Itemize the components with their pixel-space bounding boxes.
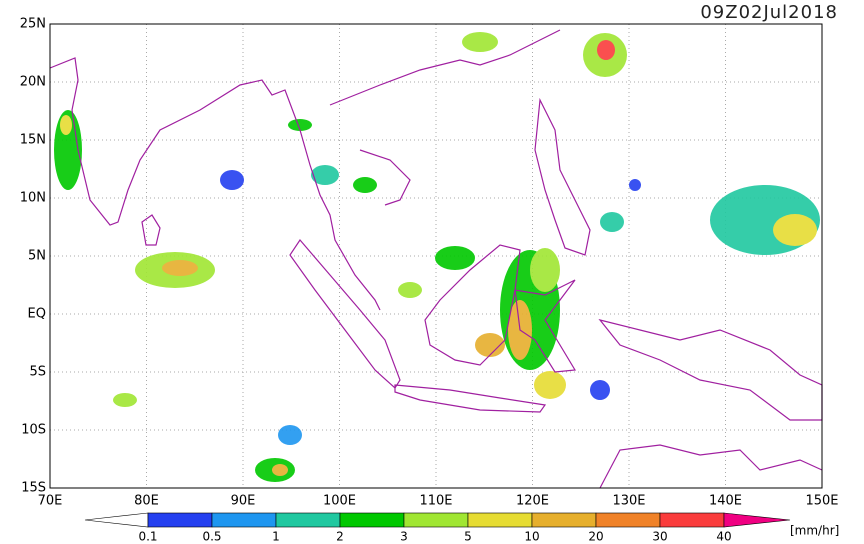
lon-label: 80E [134, 494, 159, 509]
lat-label: 25N [20, 17, 46, 32]
colorbar-box [211, 512, 277, 528]
colorbar-label: 5 [464, 530, 472, 544]
precipitation [54, 32, 820, 482]
colorbar-label: 2 [336, 530, 344, 544]
colorbar-box [403, 512, 469, 528]
lat-label: EQ [28, 307, 46, 322]
lon-label: 100E [323, 494, 356, 509]
lat-label: 10N [20, 191, 46, 206]
lat-label: 20N [20, 75, 46, 90]
lon-label: 70E [38, 494, 63, 509]
colorbar-box [275, 512, 341, 528]
colorbar-box [659, 512, 725, 528]
lat-label: 15N [20, 133, 46, 148]
colorbar: 0.1 0.5 1 2 3 5 10 20 30 40 [84, 512, 791, 544]
lon-label: 110E [419, 494, 452, 509]
colorbar-arrow [84, 512, 149, 528]
axis-labels: 70E 80E 90E 100E 110E 120E 130E 140E 150E 25N 20N 1… [20, 17, 839, 509]
colorbar-arrow [723, 512, 791, 528]
lat-label: 10S [21, 423, 46, 438]
colorbar-label: 20 [588, 530, 603, 544]
lon-label: 120E [516, 494, 549, 509]
map-title: 09Z02Jul2018 [700, 2, 838, 23]
lat-label: 5S [29, 365, 46, 380]
lon-label: 90E [231, 494, 256, 509]
colorbar-label: 0.1 [138, 530, 157, 544]
colorbar-label: 3 [400, 530, 408, 544]
lon-label: 130E [612, 494, 645, 509]
colorbar-label: 40 [716, 530, 731, 544]
colorbar-box [339, 512, 405, 528]
colorbar-label: 1 [272, 530, 280, 544]
lon-label: 150E [805, 494, 838, 509]
colorbar-box [147, 512, 213, 528]
colorbar-box [595, 512, 661, 528]
lat-label: 5N [28, 249, 46, 264]
map-frame [49, 23, 823, 489]
colorbar-box [467, 512, 533, 528]
colorbar-label: 0.5 [202, 530, 221, 544]
lon-label: 140E [709, 494, 742, 509]
colorbar-box [531, 512, 597, 528]
colorbar-unit: [mm/hr] [790, 524, 839, 538]
colorbar-label: 30 [652, 530, 667, 544]
lat-label: 15S [21, 481, 46, 496]
colorbar-label: 10 [524, 530, 539, 544]
